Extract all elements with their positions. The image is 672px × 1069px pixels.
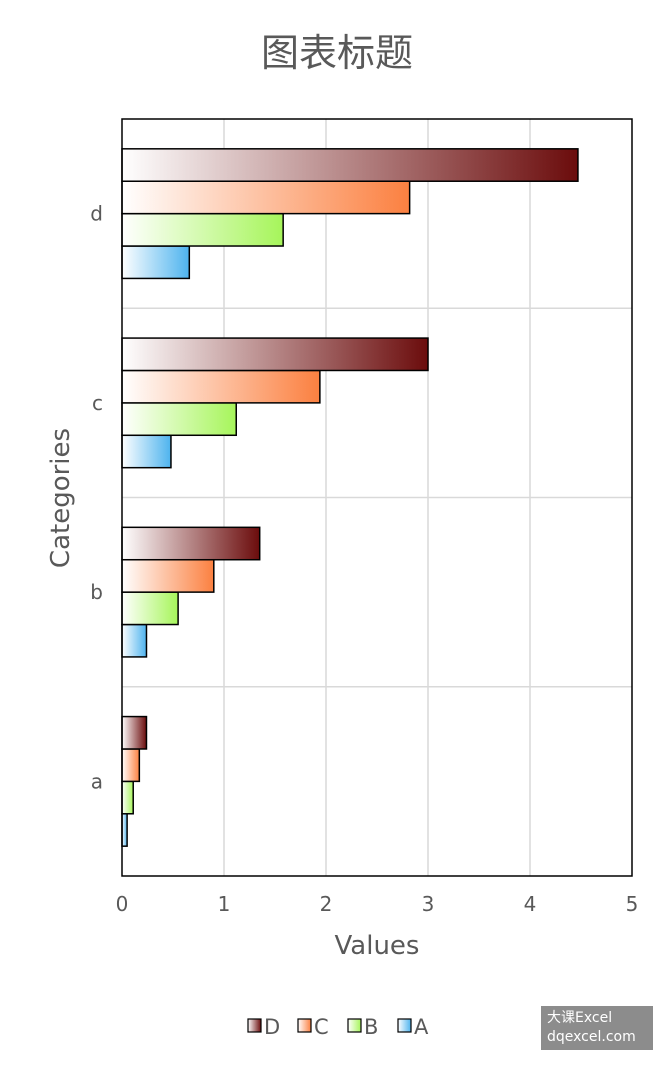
- y-category-label: d: [90, 202, 103, 226]
- bar-D-a: [121, 715, 148, 750]
- bar-B-a: [121, 780, 134, 815]
- legend-label-B: B: [364, 1015, 378, 1039]
- y-category-label: a: [91, 769, 103, 793]
- bar-A-c: [121, 434, 172, 469]
- x-tick-label: 5: [626, 892, 639, 916]
- bar-A-a: [121, 813, 128, 847]
- y-axis-title: Categories: [46, 428, 76, 568]
- x-tick-label: 0: [116, 892, 129, 916]
- bars: [121, 148, 579, 847]
- x-axis-title: Values: [335, 931, 420, 961]
- watermark-line1: 大课Excel: [547, 1010, 613, 1026]
- bar-D-d: [121, 148, 579, 182]
- x-tick-label: 4: [524, 892, 537, 916]
- legend-swatch-A: [397, 1018, 412, 1033]
- x-tick-label: 2: [320, 892, 333, 916]
- bar-D-b: [121, 526, 261, 561]
- bar-B-c: [121, 402, 237, 437]
- y-category-label: c: [92, 391, 103, 415]
- plot-area-border: [121, 118, 633, 877]
- watermark: 大课Excel dqexcel.com: [541, 1006, 653, 1050]
- watermark-line2: dqexcel.com: [547, 1029, 636, 1045]
- y-axis-category-labels: a b c d: [90, 202, 103, 794]
- bar-A-b: [121, 623, 148, 658]
- bar-C-c: [121, 369, 321, 404]
- legend-swatch-B: [347, 1018, 362, 1033]
- bar-C-d: [121, 180, 411, 215]
- bar-B-b: [121, 591, 179, 626]
- bar-D-c: [121, 337, 429, 372]
- legend-swatch-D: [247, 1018, 262, 1033]
- legend-swatch-C: [297, 1018, 312, 1033]
- gridlines: [122, 119, 632, 876]
- bar-B-d: [121, 212, 284, 247]
- bar-C-a: [121, 748, 141, 783]
- y-category-label: b: [90, 580, 103, 604]
- chart-title: 图表标题: [261, 31, 413, 75]
- legend-label-C: C: [314, 1015, 329, 1039]
- bar-C-b: [121, 558, 215, 593]
- x-tick-label: 1: [218, 892, 231, 916]
- legend-label-A: A: [414, 1015, 429, 1039]
- x-axis-tick-labels: 0 1 2 3 4 5: [116, 892, 639, 916]
- x-tick-label: 3: [422, 892, 435, 916]
- legend-label-D: D: [264, 1015, 280, 1039]
- bar-A-d: [121, 245, 191, 280]
